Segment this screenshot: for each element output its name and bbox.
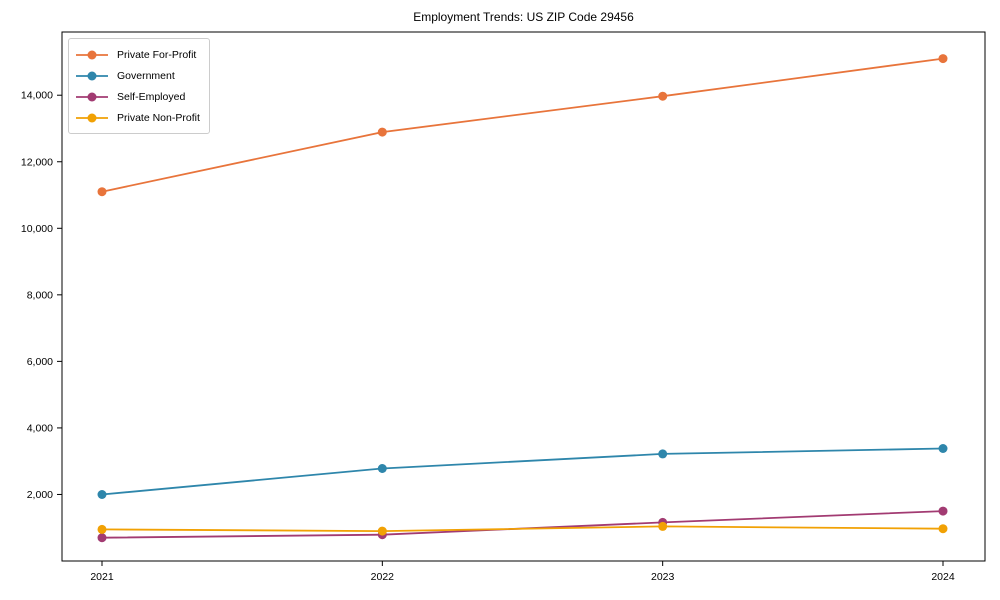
legend-item-private-for-profit: Private For-Profit xyxy=(75,44,200,65)
y-tick-label: 4,000 xyxy=(27,422,53,434)
data-point xyxy=(938,54,948,64)
data-point xyxy=(97,187,107,197)
legend-label: Self-Employed xyxy=(117,90,186,103)
data-point xyxy=(938,444,948,453)
y-tick-label: 12,000 xyxy=(21,156,53,168)
legend-marker-icon xyxy=(76,71,108,80)
data-point xyxy=(97,533,107,543)
legend-item-government: Government xyxy=(75,65,200,86)
data-point xyxy=(97,524,107,534)
data-point xyxy=(97,490,107,499)
x-tick-label: 2023 xyxy=(651,571,675,583)
y-tick-label: 6,000 xyxy=(27,356,53,368)
plot-frame xyxy=(61,31,986,562)
series-line-government xyxy=(101,447,944,496)
chart-legend: Private For-Profit Government Self-Employe… xyxy=(68,38,210,134)
y-tick-label: 2,000 xyxy=(27,489,53,501)
legend-marker-icon xyxy=(76,113,108,122)
legend-marker-icon xyxy=(76,92,108,101)
x-tick-label: 2021 xyxy=(90,571,114,583)
data-point xyxy=(377,464,387,473)
x-tick-label: 2022 xyxy=(371,571,395,583)
data-point xyxy=(658,449,668,459)
y-tick-label: 10,000 xyxy=(21,223,53,235)
y-tick-label: 14,000 xyxy=(21,90,53,102)
legend-label: Private Non-Profit xyxy=(117,111,200,124)
data-point xyxy=(938,524,948,534)
data-point xyxy=(377,526,387,536)
series-line-self-employed xyxy=(101,510,944,539)
legend-label: Government xyxy=(117,69,175,82)
y-tick-label: 8,000 xyxy=(27,289,53,301)
series-line-private-non-profit xyxy=(101,525,944,533)
legend-label: Private For-Profit xyxy=(117,48,197,61)
data-point xyxy=(658,521,668,531)
x-tick-label: 2024 xyxy=(931,571,955,583)
legend-item-private-non-profit: Private Non-Profit xyxy=(75,107,200,128)
legend-marker-icon xyxy=(76,50,108,59)
data-point xyxy=(938,506,948,516)
data-point xyxy=(658,91,668,101)
series-line-private-for-profit xyxy=(101,57,944,193)
chart-title: Employment Trends: US ZIP Code 29456 xyxy=(413,10,634,24)
data-point xyxy=(377,127,387,137)
legend-item-self-employed: Self-Employed xyxy=(75,86,200,107)
